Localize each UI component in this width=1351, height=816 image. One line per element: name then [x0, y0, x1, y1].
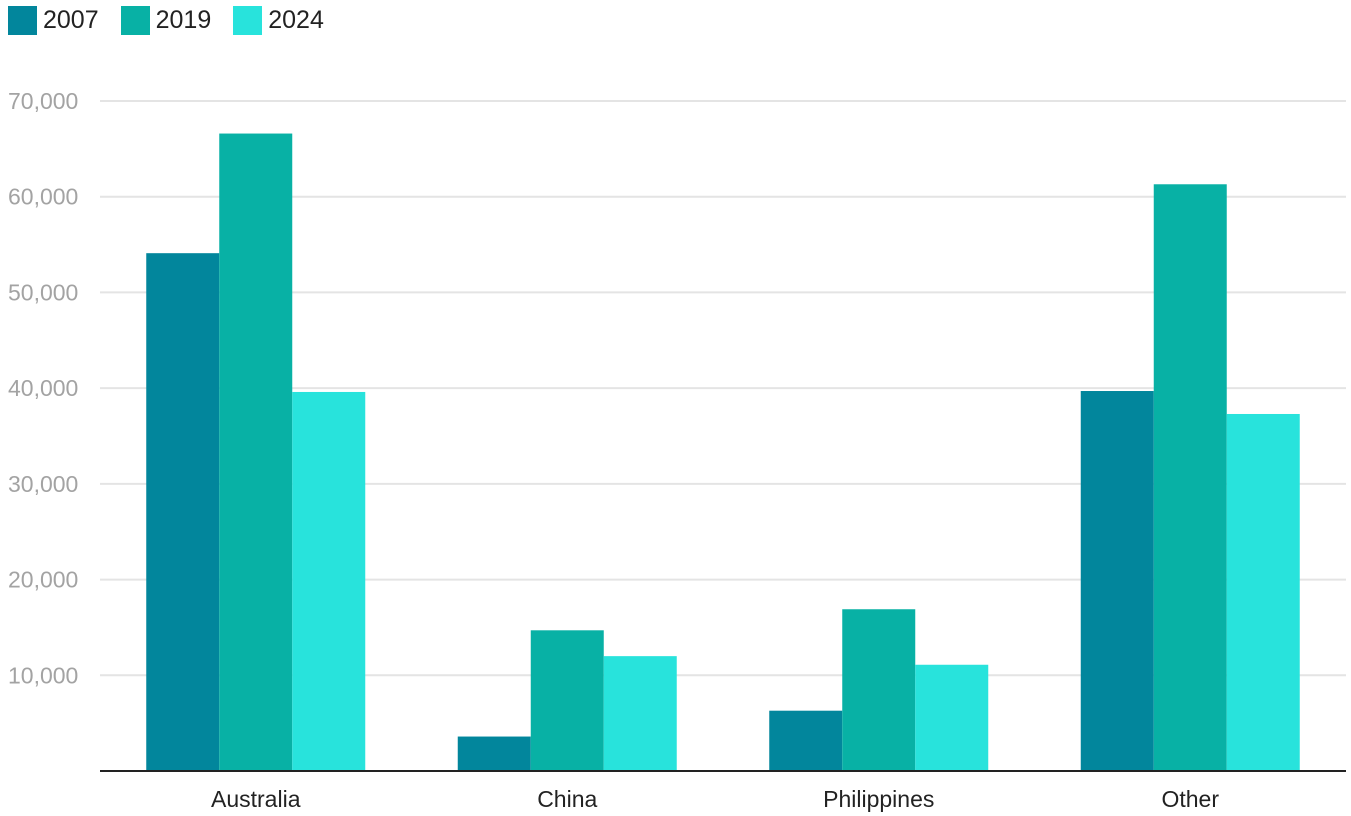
y-tick-label: 30,000	[8, 471, 78, 497]
bar-australia-2024	[292, 391, 366, 771]
legend: 2007 2019 2024	[8, 6, 324, 35]
x-axis-ticks: Australia China Philippines Other	[211, 786, 1219, 812]
y-tick-label: 50,000	[8, 279, 78, 305]
legend-swatch-2007	[8, 6, 37, 35]
y-tick-label: 70,000	[8, 88, 78, 114]
bar-philippines-2024	[915, 664, 989, 771]
x-tick-label-other: Other	[1161, 786, 1219, 812]
bar-philippines-2007	[769, 710, 843, 771]
legend-item-2019: 2019	[120, 6, 212, 35]
bar-other-2019	[1153, 184, 1227, 771]
bars	[146, 133, 1300, 772]
x-tick-label-china: China	[537, 786, 597, 812]
legend-label-2019: 2019	[155, 6, 212, 34]
bar-china-2024	[603, 656, 677, 771]
legend-label-2024: 2024	[268, 6, 324, 34]
y-axis-ticks: 10,000 20,000 30,000 40,000 50,000 60,000 70,0…	[8, 88, 78, 688]
y-tick-label: 60,000	[8, 184, 78, 210]
legend-label-2007: 2007	[43, 6, 99, 34]
bar-australia-2007	[146, 253, 220, 771]
x-tick-label-philippines: Philippines	[823, 786, 934, 812]
x-tick-label-australia: Australia	[211, 786, 301, 812]
legend-item-2024: 2024	[233, 6, 324, 35]
legend-swatch-2019	[120, 6, 150, 35]
bar-australia-2019	[219, 133, 293, 772]
bar-china-2007	[457, 736, 531, 771]
y-tick-label: 40,000	[8, 375, 78, 401]
legend-swatch-2024	[233, 6, 263, 35]
bar-china-2019	[530, 630, 604, 771]
y-tick-label: 10,000	[8, 662, 78, 688]
bar-philippines-2019	[842, 609, 916, 771]
bar-other-2024	[1226, 413, 1300, 771]
bar-other-2007	[1080, 391, 1154, 771]
y-tick-label: 20,000	[8, 567, 78, 593]
legend-item-2007: 2007	[8, 6, 99, 35]
